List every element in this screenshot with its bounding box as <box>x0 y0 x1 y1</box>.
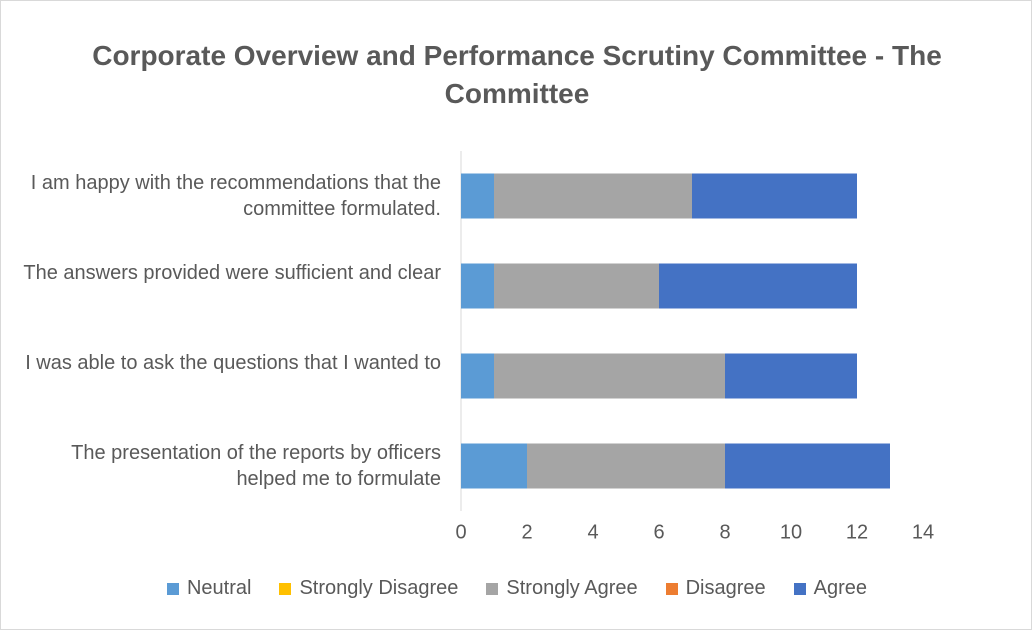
bar <box>725 444 890 489</box>
bar <box>461 174 494 219</box>
x-tick-label: 8 <box>719 521 730 543</box>
chart: Corporate Overview and Performance Scrut… <box>0 0 1032 630</box>
bar <box>494 174 692 219</box>
x-tick-label: 6 <box>653 521 664 543</box>
legend-item: Disagree <box>666 577 766 600</box>
x-tick-label: 0 <box>455 521 466 543</box>
bar <box>659 264 857 309</box>
plot: 0 2 4 6 8 10 12 14 <box>1 1 1031 629</box>
bar <box>461 444 527 489</box>
category-label: The presentation of the reports by offic… <box>11 440 441 492</box>
legend-item: Strongly Agree <box>486 577 637 600</box>
bar <box>494 354 725 399</box>
legend-label: Disagree <box>686 577 766 600</box>
legend-label: Strongly Agree <box>506 577 637 600</box>
legend-swatch <box>279 583 291 595</box>
bar <box>494 264 659 309</box>
legend-label: Strongly Disagree <box>299 577 458 600</box>
category-label: I was able to ask the questions that I w… <box>11 350 441 376</box>
legend-swatch <box>666 583 678 595</box>
legend-label: Agree <box>814 577 867 600</box>
category-label: I am happy with the recommendations that… <box>11 170 441 222</box>
x-tick-label: 10 <box>780 521 802 543</box>
x-tick-label: 12 <box>846 521 868 543</box>
x-tick-label: 2 <box>521 521 532 543</box>
legend-item: Neutral <box>167 577 251 600</box>
bar <box>725 354 857 399</box>
bar <box>461 354 494 399</box>
legend-item: Agree <box>794 577 867 600</box>
legend-swatch <box>167 583 179 595</box>
legend-swatch <box>794 583 806 595</box>
bar <box>692 174 857 219</box>
legend-item: Strongly Disagree <box>279 577 458 600</box>
category-label: The answers provided were sufficient and… <box>11 260 441 286</box>
bar <box>527 444 725 489</box>
x-tick-label: 14 <box>912 521 934 543</box>
bar <box>461 264 494 309</box>
legend: Neutral Strongly Disagree Strongly Agree Di… <box>1 577 1032 600</box>
legend-swatch <box>486 583 498 595</box>
legend-label: Neutral <box>187 577 251 600</box>
x-tick-label: 4 <box>587 521 598 543</box>
